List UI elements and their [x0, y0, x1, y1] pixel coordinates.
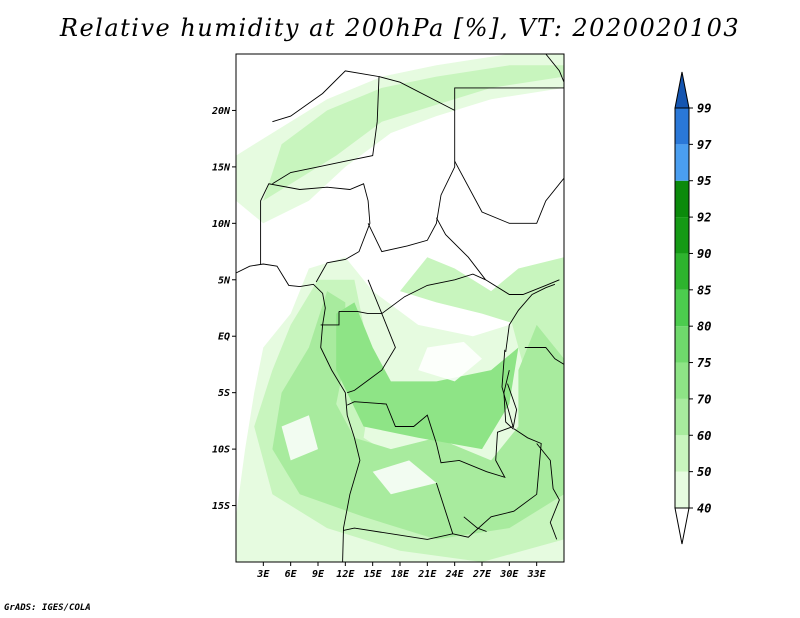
- lon-tick-label: 24E: [445, 569, 465, 580]
- lon-tick-label: 18E: [391, 569, 410, 580]
- colorbar-label: 99: [697, 102, 711, 116]
- lon-tick-label: 3E: [256, 569, 270, 580]
- colorbar-label: 95: [697, 174, 711, 188]
- colorbar-label: 90: [697, 247, 711, 261]
- lon-tick-label: 12E: [336, 569, 355, 580]
- lat-tick-label: 5N: [218, 275, 231, 286]
- colorbar-segment: [675, 144, 689, 181]
- lat-tick-label: 10S: [212, 445, 230, 456]
- humidity-field: [236, 54, 564, 562]
- colorbar-segment: [675, 289, 689, 327]
- colorbar-segment: [675, 435, 689, 472]
- colorbar-label: 80: [697, 320, 711, 334]
- colorbar-segment: [675, 253, 689, 290]
- lon-tick-label: 27E: [472, 569, 492, 580]
- colorbar-segment: [675, 398, 689, 436]
- lat-tick-label: 5S: [218, 388, 230, 399]
- colorbar-low-triangle: [674, 507, 690, 545]
- lon-tick-label: 30E: [499, 569, 519, 580]
- lon-tick-label: 9E: [312, 569, 325, 580]
- colorbar-segment: [675, 362, 689, 399]
- colorbar-label: 75: [697, 356, 711, 370]
- lat-tick-label: 10N: [212, 219, 231, 230]
- grads-credit: GrADS: IGES/COLA: [4, 603, 91, 613]
- lat-tick-label: 15N: [212, 162, 231, 173]
- lon-tick-label: 6E: [285, 569, 298, 580]
- colorbar-label: 40: [697, 502, 711, 516]
- lon-tick-label: 21E: [417, 569, 437, 580]
- colorbar-label: 60: [697, 429, 711, 443]
- lat-tick-label: EQ: [218, 332, 230, 343]
- lat-tick-label: 15S: [212, 501, 230, 512]
- colorbar-frame: [674, 107, 690, 509]
- country-borders: [236, 54, 564, 562]
- colorbar-label: 70: [697, 392, 711, 406]
- colorbar: 40 50 60 70 75 80 85 90 92 95 97 99: [674, 71, 712, 545]
- chart-title: Relative humidity at 200hPa [%], VT: 202…: [59, 14, 741, 42]
- colorbar-segment: [675, 471, 689, 508]
- lat-tick-label: 20N: [211, 106, 231, 117]
- colorbar-label: 92: [697, 211, 711, 225]
- colorbar-high-triangle: [674, 71, 690, 109]
- lon-tick-label: 15E: [364, 569, 383, 580]
- lon-tick-label: 33E: [527, 569, 547, 580]
- colorbar-segment: [675, 217, 689, 254]
- colorbar-label: 97: [697, 138, 712, 152]
- colorbar-label: 50: [697, 465, 711, 479]
- colorbar-segment: [675, 180, 689, 218]
- colorbar-label: 85: [697, 283, 711, 297]
- colorbar-segment: [675, 108, 689, 145]
- colorbar-segment: [675, 326, 689, 363]
